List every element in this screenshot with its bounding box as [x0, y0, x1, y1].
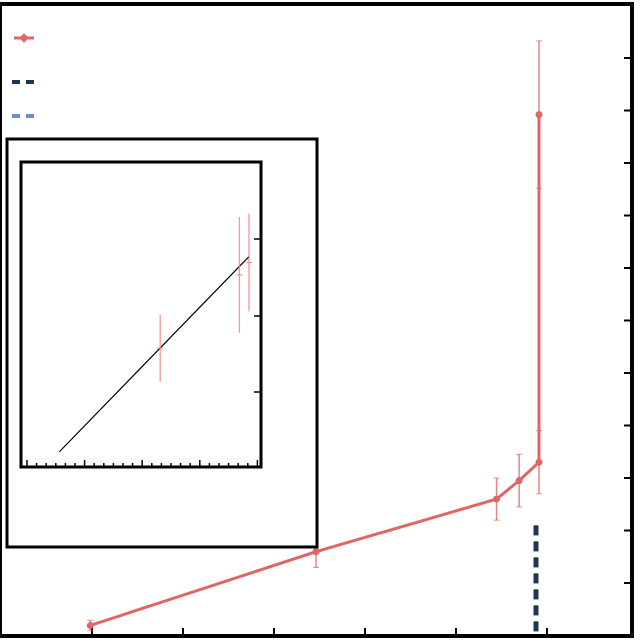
data-point: [515, 477, 523, 485]
series-line: [89, 114, 541, 627]
data-point: [493, 495, 501, 503]
inset-fit-line: [58, 256, 250, 453]
data-point: [535, 458, 543, 466]
data-point: [535, 111, 543, 119]
inset-box: [5, 137, 319, 549]
data-point: [86, 621, 94, 629]
inset-chart: [5, 137, 319, 549]
legend: [12, 33, 34, 118]
data-point: [312, 548, 320, 556]
inset-frame: [19, 160, 263, 469]
